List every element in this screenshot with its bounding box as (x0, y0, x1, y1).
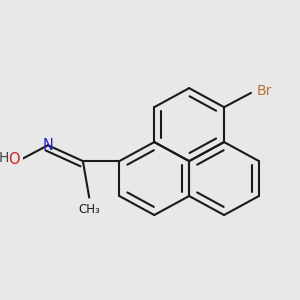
Text: Br: Br (257, 84, 272, 98)
Text: N: N (43, 138, 53, 153)
Text: CH₃: CH₃ (78, 203, 100, 216)
Text: H: H (0, 151, 9, 165)
Text: O: O (8, 152, 20, 167)
